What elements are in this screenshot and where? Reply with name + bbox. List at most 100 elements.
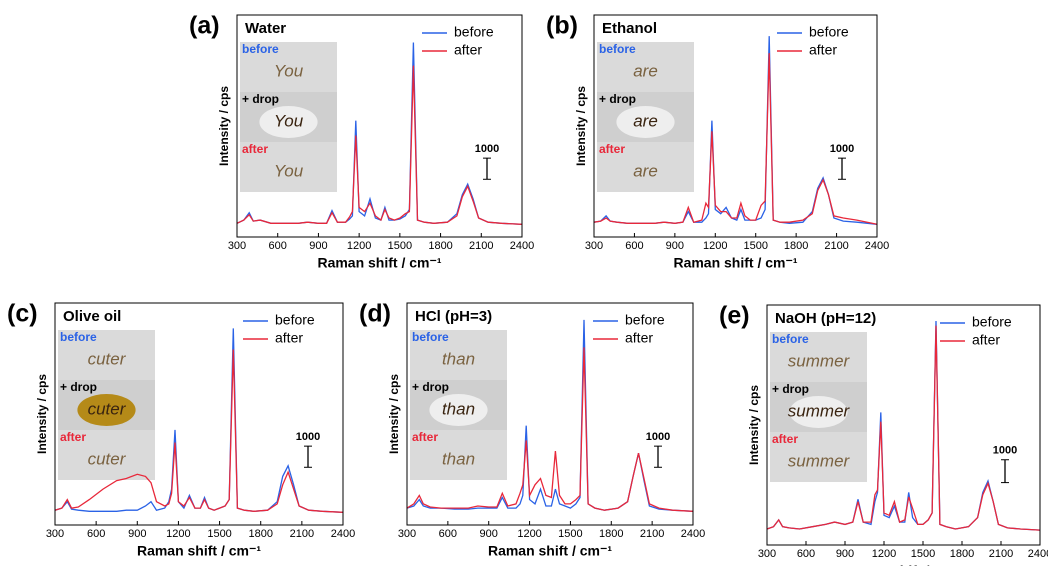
legend-label: after xyxy=(275,330,303,346)
handwriting: cuter xyxy=(88,399,127,418)
x-tick-label: 2100 xyxy=(989,548,1013,560)
handwriting: summer xyxy=(788,451,851,470)
x-tick-label: 600 xyxy=(797,548,815,560)
panel-letter: (d) xyxy=(359,300,391,328)
drop xyxy=(77,394,136,426)
drop xyxy=(259,106,318,138)
inset-photo xyxy=(410,430,507,480)
y-axis-label: Intensity / cps xyxy=(387,374,401,454)
x-tick-label: 900 xyxy=(480,528,498,540)
inset-label: after xyxy=(60,430,86,444)
x-tick-label: 900 xyxy=(666,240,684,252)
x-tick-label: 300 xyxy=(398,528,416,540)
x-tick-label: 2400 xyxy=(865,240,889,252)
x-tick-label: 2400 xyxy=(681,528,705,540)
x-tick-label: 2400 xyxy=(510,240,534,252)
legend-label: before xyxy=(275,312,315,328)
scale-label: 1000 xyxy=(646,431,670,443)
x-tick-label: 300 xyxy=(228,240,246,252)
x-axis-label: Raman shift / cm⁻¹ xyxy=(137,543,261,559)
x-tick-label: 600 xyxy=(269,240,287,252)
spectrum-line xyxy=(406,347,694,512)
scale-label: 1000 xyxy=(993,445,1017,457)
spectrum-line xyxy=(766,325,1041,531)
x-tick-label: 1200 xyxy=(347,240,371,252)
x-tick-label: 2100 xyxy=(824,240,848,252)
panel-title: Olive oil xyxy=(63,308,121,325)
y-axis-label: Intensity / cps xyxy=(747,385,761,465)
x-tick-label: 1200 xyxy=(703,240,727,252)
handwriting: than xyxy=(442,349,475,368)
handwriting: are xyxy=(633,111,658,130)
inset-label: + drop xyxy=(242,92,279,106)
scale-label: 1000 xyxy=(296,431,320,443)
legend-label: after xyxy=(454,42,482,58)
panel-letter: (a) xyxy=(189,12,220,40)
x-tick-label: 1800 xyxy=(950,548,974,560)
x-tick-label: 1800 xyxy=(248,528,272,540)
handwriting: You xyxy=(274,161,304,180)
panel-letter: (e) xyxy=(719,302,750,330)
handwriting: than xyxy=(442,449,475,468)
inset-photo xyxy=(597,42,694,92)
handwriting: You xyxy=(274,61,304,80)
panel-letter: (c) xyxy=(7,300,38,328)
handwriting: summer xyxy=(788,351,851,370)
x-tick-label: 300 xyxy=(585,240,603,252)
x-tick-label: 1200 xyxy=(166,528,190,540)
legend-label: after xyxy=(809,42,837,58)
handwriting: cuter xyxy=(88,349,127,368)
inset-label: + drop xyxy=(772,382,809,396)
panel-title: NaOH (pH=12) xyxy=(775,310,876,327)
y-axis-label: Intensity / cps xyxy=(574,86,588,166)
inset-label: after xyxy=(242,142,268,156)
inset-label: before xyxy=(412,330,449,344)
drop xyxy=(429,394,488,426)
plot-frame xyxy=(236,14,523,238)
panel-title: Water xyxy=(245,20,286,37)
inset-photo xyxy=(410,330,507,380)
inset-label: after xyxy=(599,142,625,156)
inset-photo xyxy=(597,142,694,192)
handwriting: summer xyxy=(788,401,851,420)
handwriting: cuter xyxy=(88,449,127,468)
x-axis-label: Raman shift / cm⁻¹ xyxy=(673,255,797,271)
x-axis-label: Raman shift / cm⁻¹ xyxy=(488,543,612,559)
x-tick-label: 1200 xyxy=(872,548,896,560)
inset-label: + drop xyxy=(60,380,97,394)
drop xyxy=(789,396,848,428)
panel-title: Ethanol xyxy=(602,20,657,37)
handwriting: You xyxy=(274,111,304,130)
inset-photo xyxy=(58,330,155,380)
x-tick-label: 2400 xyxy=(331,528,355,540)
x-tick-label: 600 xyxy=(625,240,643,252)
plot-frame xyxy=(593,14,878,238)
x-tick-label: 900 xyxy=(128,528,146,540)
inset-label: before xyxy=(242,42,279,56)
x-tick-label: 1800 xyxy=(784,240,808,252)
x-tick-label: 900 xyxy=(309,240,327,252)
x-tick-label: 2100 xyxy=(290,528,314,540)
plot-frame xyxy=(766,304,1041,546)
x-tick-label: 1500 xyxy=(207,528,231,540)
scale-label: 1000 xyxy=(475,143,499,155)
spectrum-line xyxy=(236,65,523,225)
inset-label: before xyxy=(772,332,809,346)
inset-photo xyxy=(770,432,867,482)
x-axis-label: Raman shift / cm⁻¹ xyxy=(317,255,441,271)
spectrum-line xyxy=(54,349,344,513)
y-axis-label: Intensity / cps xyxy=(35,374,49,454)
spectrum-line xyxy=(593,53,878,225)
inset-label: before xyxy=(60,330,97,344)
plot-frame xyxy=(406,302,694,526)
x-tick-label: 1500 xyxy=(911,548,935,560)
scale-label: 1000 xyxy=(830,143,854,155)
legend-label: after xyxy=(625,330,653,346)
inset-photo xyxy=(240,142,337,192)
inset-label: + drop xyxy=(599,92,636,106)
inset-photo xyxy=(770,332,867,382)
x-tick-label: 1200 xyxy=(517,528,541,540)
legend-label: after xyxy=(972,332,1000,348)
x-tick-label: 1500 xyxy=(743,240,767,252)
